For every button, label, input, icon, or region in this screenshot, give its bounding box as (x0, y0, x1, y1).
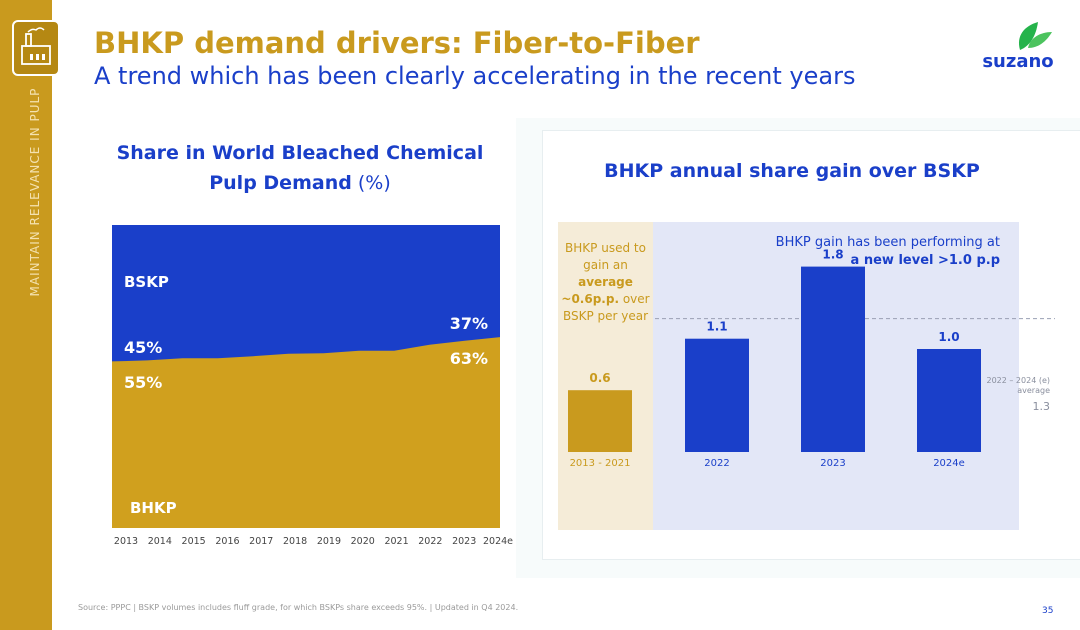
page-subtitle: A trend which has been clearly accelerat… (94, 62, 856, 90)
bhkp-area (112, 337, 500, 528)
bar (568, 390, 632, 452)
page-number: 35 (1042, 606, 1054, 616)
bar-value-label: 1.1 (706, 320, 727, 334)
x-tick-label: 2016 (215, 536, 239, 547)
bar-value-label: 0.6 (589, 371, 610, 385)
recent-note: BHKP gain has been performing at a new le… (700, 234, 1000, 270)
x-tick-label: 2013 (114, 536, 138, 547)
page-title: BHKP demand drivers: Fiber-to-Fiber (94, 26, 700, 60)
factory-icon (12, 20, 60, 76)
bar-value-label: 1.0 (938, 330, 959, 344)
leaf-icon (1018, 22, 1052, 50)
x-tick-label: 2023 (452, 536, 476, 547)
left-chart-title-suffix: (%) (351, 172, 391, 194)
bar-category-label: 2022 (704, 458, 729, 469)
historical-note: BHKP used to gain an average ~0.6p.p. ov… (558, 240, 653, 325)
x-tick-label: 2020 (351, 536, 375, 547)
x-tick-label: 2018 (283, 536, 307, 547)
left-chart-title: Share in World Bleached Chemical Pulp De… (110, 138, 490, 198)
x-tick-label: 2015 (182, 536, 206, 547)
bskp-start-label: 45% (124, 338, 162, 357)
x-tick-label: 2024e (483, 536, 513, 547)
note-left-prefix: BHKP used to gain an (565, 241, 646, 272)
bar (917, 349, 981, 452)
average-caption-line1: 2022 – 2024 (e) (986, 376, 1050, 385)
bar-category-label: 2013 - 2021 (570, 458, 631, 469)
bar-category-label: 2023 (820, 458, 845, 469)
note-right-line2: a new level >1.0 p.p (850, 253, 1000, 268)
bskp-series-label: BSKP (124, 273, 169, 291)
left-chart-title-main: Share in World Bleached Chemical Pulp De… (116, 142, 484, 194)
bskp-end-label: 37% (450, 314, 488, 333)
right-chart-title: BHKP annual share gain over BSKP (604, 160, 980, 182)
logo-text: suzano (982, 51, 1054, 72)
bhkp-series-label: BHKP (130, 499, 177, 517)
side-bar (0, 0, 52, 630)
x-tick-label: 2014 (148, 536, 172, 547)
bar-value-label: 1.8 (822, 248, 843, 262)
note-left-bold: average ~0.6p.p. (561, 275, 633, 306)
x-tick-label: 2019 (317, 536, 341, 547)
bar-category-label: 2024e (933, 458, 965, 469)
average-caption-line2: average (1017, 386, 1050, 395)
bhkp-end-label: 63% (450, 349, 488, 368)
source-footnote: Source: PPPC | BSKP volumes includes flu… (78, 603, 519, 612)
x-tick-label: 2021 (384, 536, 408, 547)
note-right-line1: BHKP gain has been performing at (775, 235, 1000, 250)
average-value-label: 1.3 (1033, 400, 1051, 413)
x-tick-label: 2022 (418, 536, 442, 547)
x-tick-label: 2017 (249, 536, 273, 547)
bhkp-start-label: 55% (124, 373, 162, 392)
bar (685, 338, 749, 452)
bar (801, 266, 865, 452)
note-left-suffix: over BSKP per year (562, 292, 650, 323)
suzano-logo: suzano (976, 18, 1060, 72)
historical-band (558, 222, 653, 530)
